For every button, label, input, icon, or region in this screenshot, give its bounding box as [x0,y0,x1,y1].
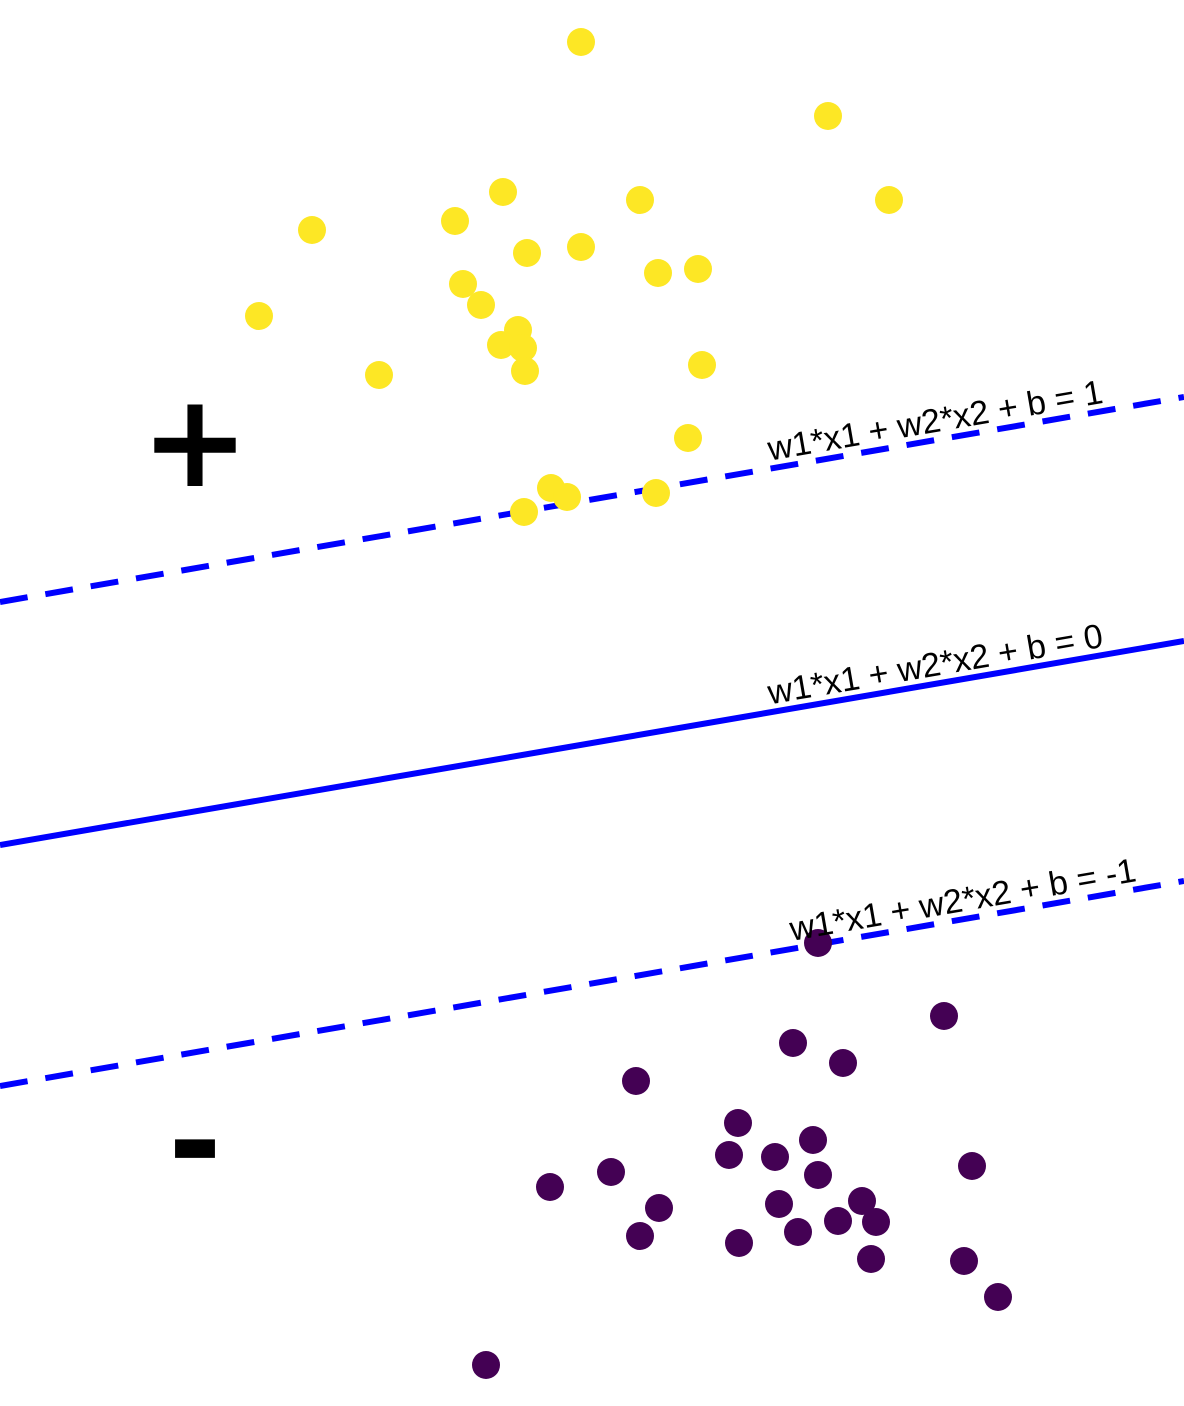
positive-point [814,102,842,130]
negative-point [536,1173,564,1201]
positive-point [449,270,477,298]
positive-point [467,291,495,319]
negative-point [645,1194,673,1222]
positive-point [688,351,716,379]
positive-point [513,239,541,267]
negative-point [848,1187,876,1215]
positive-point [553,483,581,511]
negative-point [779,1029,807,1057]
negative-point [784,1218,812,1246]
positive-point [567,233,595,261]
negative-point [799,1126,827,1154]
positive-point [511,357,539,385]
negative-point [804,1161,832,1189]
positive-point [298,216,326,244]
negative-point [626,1222,654,1250]
negative-point [765,1190,793,1218]
line-equation-label: w1*x1 + w2*x2 + b = -1 [786,851,1139,948]
negative-point [597,1158,625,1186]
positive-point [510,498,538,526]
data-points [245,28,1012,1379]
negative-point [829,1049,857,1077]
decision-lines [0,394,1184,1089]
margin-line [0,878,1184,1089]
positive-point [684,255,712,283]
negative-point [725,1229,753,1257]
positive-class-label: + [141,365,250,517]
positive-point [245,302,273,330]
positive-point [674,424,702,452]
positive-point [441,207,469,235]
negative-point [622,1067,650,1095]
positive-point [626,186,654,214]
positive-point [489,178,517,206]
negative-point [930,1002,958,1030]
negative-point [824,1207,852,1235]
negative-point [804,929,832,957]
positive-point [644,259,672,287]
negative-point [950,1247,978,1275]
positive-point [567,28,595,56]
positive-point [875,186,903,214]
margin-line [0,394,1184,605]
decision-boundary-line [0,638,1184,848]
negative-point [472,1351,500,1379]
negative-point [958,1152,986,1180]
positive-point [509,334,537,362]
positive-point [487,331,515,359]
negative-point [724,1109,752,1137]
negative-point [984,1283,1012,1311]
negative-point [715,1141,743,1169]
negative-class-label: - [168,1065,222,1217]
positive-point [365,361,393,389]
negative-point [862,1208,890,1236]
negative-point [761,1143,789,1171]
positive-point [642,479,670,507]
negative-point [857,1245,885,1273]
